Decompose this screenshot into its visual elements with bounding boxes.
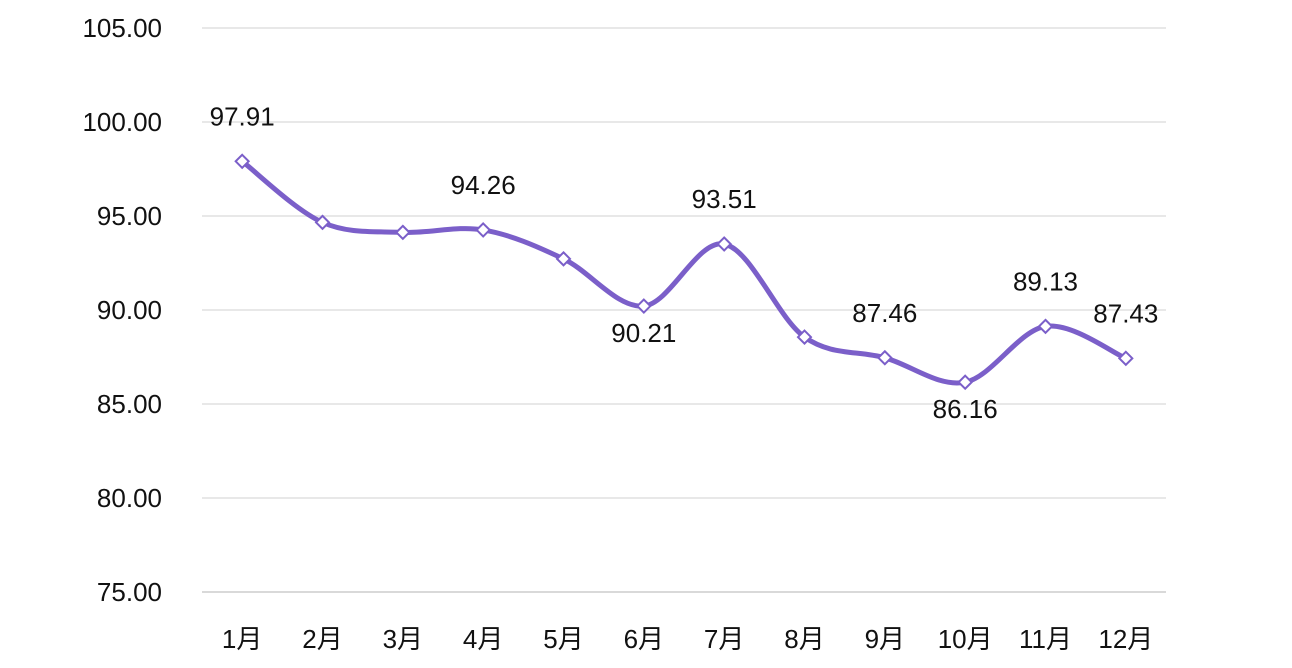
y-tick-label: 105.00: [82, 13, 162, 43]
data-point-marker: [957, 374, 974, 391]
data-point-marker: [876, 349, 893, 366]
data-point-marker: [234, 153, 251, 170]
drop-lines: [241, 161, 1127, 592]
y-tick-label: 100.00: [82, 107, 162, 137]
data-point-marker: [394, 224, 411, 241]
grid-lines: [202, 27, 1166, 593]
data-labels: 97.91 94.26 90.21 93.51 87.46 86.16 89.13 87.43: [210, 101, 1159, 424]
x-tick-label: 9月: [865, 624, 905, 654]
data-label: 94.26: [451, 170, 516, 200]
y-tick-label: 75.00: [97, 577, 162, 607]
data-label: 87.46: [852, 298, 917, 328]
y-tick-label: 95.00: [97, 201, 162, 231]
x-tick-label: 10月: [938, 624, 993, 654]
data-point-marker: [796, 329, 813, 345]
x-tick-label: 12月: [1098, 624, 1153, 654]
x-tick-label: 11月: [1019, 624, 1072, 654]
data-label: 86.16: [933, 394, 998, 424]
data-point-marker: [314, 214, 331, 231]
y-tick-label: 90.00: [97, 295, 162, 325]
data-point-marker: [1117, 350, 1134, 367]
markers: [234, 153, 1134, 391]
data-point-marker: [716, 236, 733, 252]
x-tick-label: 6月: [624, 624, 664, 654]
y-axis: 75.00 80.00 85.00 90.00 95.00 100.00 105.00: [82, 13, 162, 607]
data-label: 90.21: [611, 318, 676, 348]
data-point-marker: [475, 221, 492, 238]
x-axis: 1月 2月 3月 4月 5月 6月 7月 8月 9月 10月 11月 12月: [222, 624, 1153, 654]
x-tick-label: 8月: [784, 624, 824, 654]
x-tick-label: 4月: [463, 624, 503, 654]
data-point-marker: [555, 250, 572, 267]
y-tick-label: 80.00: [97, 483, 162, 513]
data-label: 93.51: [692, 184, 757, 214]
x-tick-label: 3月: [383, 624, 423, 654]
x-tick-label: 7月: [704, 624, 744, 654]
data-label: 87.43: [1093, 298, 1158, 328]
series-line-group: [239, 158, 1129, 386]
y-tick-label: 85.00: [97, 389, 162, 419]
data-point-marker: [635, 298, 652, 314]
x-tick-label: 2月: [302, 624, 342, 654]
series-line: [239, 158, 1129, 386]
data-label: 89.13: [1013, 266, 1078, 296]
x-tick-label: 5月: [543, 624, 583, 654]
data-point-marker: [1037, 318, 1054, 335]
data-label: 97.91: [210, 101, 275, 131]
x-tick-label: 1月: [222, 624, 262, 654]
